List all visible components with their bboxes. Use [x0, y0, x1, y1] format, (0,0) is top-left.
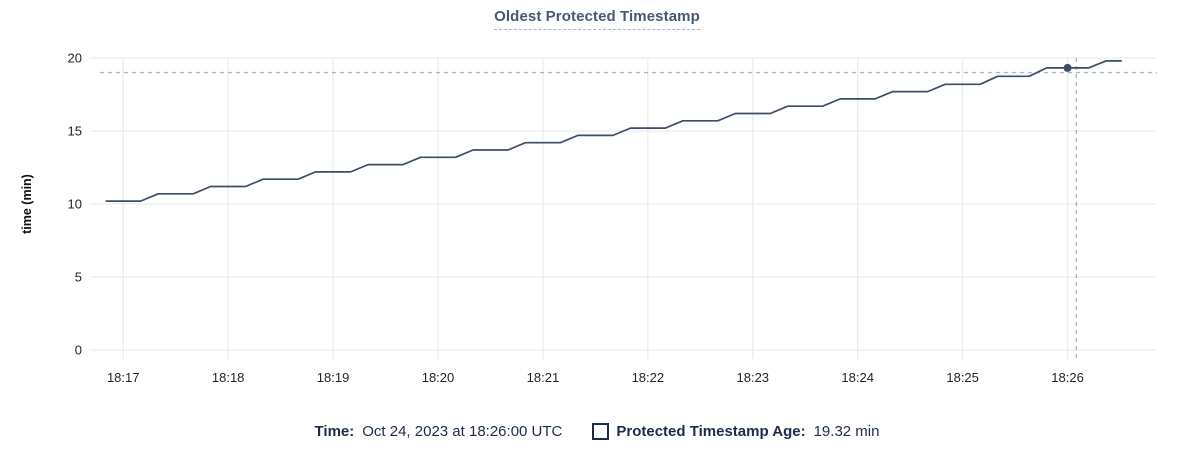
series-value: 19.32 min — [813, 422, 880, 440]
x-tick-label: 18:21 — [527, 370, 560, 385]
x-tick-label: 18:24 — [841, 370, 874, 385]
hover-legend: Time: Oct 24, 2023 at 18:26:00 UTC Prote… — [0, 417, 1194, 445]
y-tick-label: 10 — [68, 197, 82, 212]
y-tick-label: 0 — [75, 343, 82, 358]
series-label[interactable]: Protected Timestamp Age: — [616, 422, 806, 440]
y-tick-label: 5 — [75, 270, 82, 285]
x-tick-label: 18:22 — [632, 370, 665, 385]
time-value: Oct 24, 2023 at 18:26:00 UTC — [362, 422, 563, 440]
hover-legend-time: Time: Oct 24, 2023 at 18:26:00 UTC — [315, 423, 563, 440]
x-tick-label: 18:18 — [212, 370, 245, 385]
x-tick-label: 18:23 — [737, 370, 770, 385]
series-line — [105, 60, 1122, 202]
x-tick-label: 18:26 — [1051, 370, 1084, 385]
x-tick-label: 18:17 — [107, 370, 140, 385]
chart-title-row: Oldest Protected Timestamp — [0, 8, 1194, 30]
y-tick-label: 15 — [68, 124, 82, 139]
hover-legend-series: Protected Timestamp Age: 19.32 min — [592, 422, 880, 440]
x-tick-label: 18:19 — [317, 370, 350, 385]
time-label: Time: — [314, 422, 355, 440]
chart-title[interactable]: Oldest Protected Timestamp — [494, 8, 700, 30]
series-toggle-checkbox[interactable] — [592, 422, 610, 440]
hover-point[interactable] — [1063, 63, 1072, 72]
x-tick-label: 18:20 — [422, 370, 455, 385]
y-tick-label: 20 — [68, 51, 82, 66]
line-chart-plot-area[interactable]: 0 5 10 15 20 18:17 18:18 18:19 18:20 18:21 18:22 18… — [0, 0, 1194, 410]
y-axis-title: time (min) — [20, 174, 34, 234]
x-tick-label: 18:25 — [946, 370, 979, 385]
